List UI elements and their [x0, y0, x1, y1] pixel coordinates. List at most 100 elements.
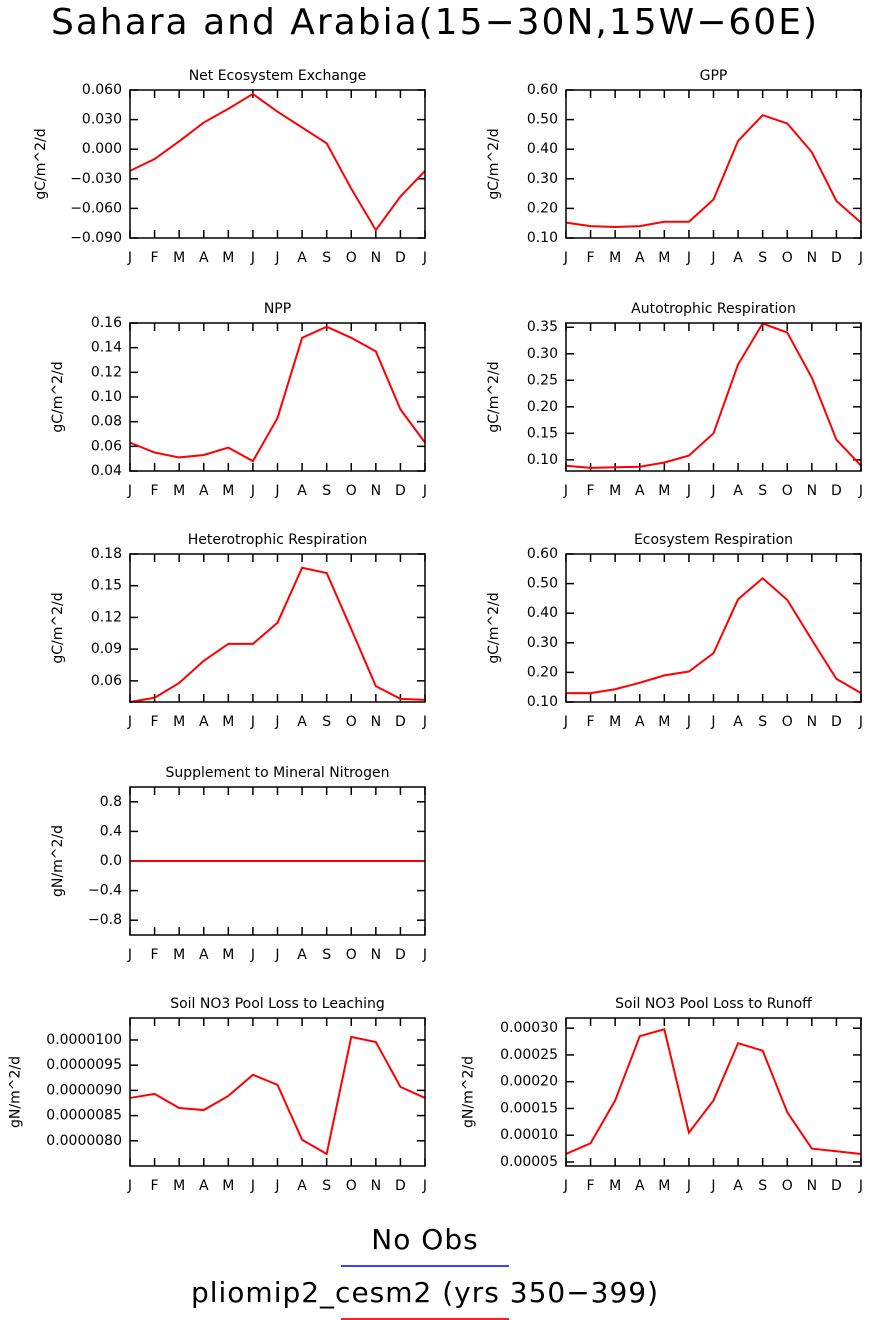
x-tick-label: A	[297, 947, 307, 963]
y-tick-label: −0.060	[70, 200, 122, 216]
panel-title: NPP	[264, 301, 291, 317]
legend-label: pliomip2_cesm2 (yrs 350−399)	[191, 1276, 659, 1309]
x-tick-label: D	[395, 250, 406, 266]
y-axis-label: gC/m^2/d	[486, 128, 502, 199]
x-tick-label: N	[807, 1178, 817, 1194]
y-tick-label: 0.40	[527, 141, 558, 157]
plot-frame	[565, 322, 862, 472]
x-tick-label: F	[151, 714, 159, 730]
panel: Supplement to Mineral Nitrogen −0.8 −0.4 0.…	[50, 765, 427, 963]
x-tick-label: A	[733, 483, 743, 499]
x-tick-label: F	[587, 714, 595, 730]
plot-frame	[129, 1017, 426, 1167]
y-tick-label: 0.0000095	[46, 1057, 122, 1073]
y-axis-label: gC/m^2/d	[50, 361, 66, 432]
x-tick-label: F	[151, 483, 159, 499]
x-tick-label: D	[395, 714, 406, 730]
x-tick-label: J	[686, 1178, 691, 1194]
x-tick-label: M	[173, 714, 185, 730]
x-tick-label: J	[710, 714, 715, 730]
panel-title: Ecosystem Respiration	[634, 532, 793, 548]
x-tick-label: J	[127, 1178, 132, 1194]
y-tick-label: 0.04	[91, 463, 122, 479]
y-tick-label: 0.30	[527, 346, 558, 362]
y-tick-label: 0.0	[100, 853, 122, 869]
y-tick-label: 0.10	[527, 694, 558, 710]
x-tick-label: J	[274, 250, 279, 266]
y-axis-label: gC/m^2/d	[33, 128, 49, 199]
x-tick-label: J	[858, 250, 863, 266]
x-tick-label: M	[222, 714, 234, 730]
x-tick-label: J	[250, 250, 255, 266]
data-line	[565, 1027, 862, 1155]
x-tick-label: S	[758, 250, 767, 266]
y-tick-label: 0.35	[527, 319, 558, 335]
x-tick-label: J	[710, 1178, 715, 1194]
x-tick-label: J	[563, 250, 568, 266]
x-tick-label: N	[807, 483, 817, 499]
x-tick-label: O	[346, 1178, 357, 1194]
x-tick-label: J	[127, 714, 132, 730]
panel: Autotrophic Respiration 0.10 0.15 0.20 0.25 0…	[486, 301, 863, 499]
x-tick-label: M	[173, 483, 185, 499]
y-tick-label: 0.00020	[500, 1074, 558, 1090]
y-tick-label: 0.10	[527, 230, 558, 246]
x-tick-label: J	[127, 947, 132, 963]
plot-frame	[129, 322, 426, 472]
plot-frame	[565, 553, 862, 703]
panel-title: Heterotrophic Respiration	[188, 532, 368, 548]
x-tick-label: N	[807, 714, 817, 730]
y-tick-label: 0.60	[527, 546, 558, 562]
y-tick-label: −0.4	[88, 883, 122, 899]
x-tick-label: J	[127, 250, 132, 266]
x-tick-label: M	[173, 947, 185, 963]
x-tick-label: J	[563, 483, 568, 499]
data-line	[129, 325, 426, 463]
y-tick-label: 0.030	[82, 112, 122, 128]
x-tick-label: M	[658, 250, 670, 266]
y-axis-label: gC/m^2/d	[486, 361, 502, 432]
x-tick-label: J	[127, 483, 132, 499]
y-tick-label: 0.09	[91, 641, 122, 657]
x-tick-label: J	[422, 1178, 427, 1194]
plot-frame	[565, 89, 862, 239]
x-tick-label: S	[758, 1178, 767, 1194]
y-tick-label: 0.25	[527, 372, 558, 388]
x-tick-label: M	[222, 1178, 234, 1194]
y-tick-label: 0.0000080	[46, 1133, 122, 1149]
x-tick-label: M	[609, 250, 621, 266]
x-tick-label: A	[635, 714, 645, 730]
y-tick-label: 0.0000090	[46, 1082, 122, 1098]
x-tick-label: S	[322, 250, 331, 266]
x-tick-label: O	[782, 483, 793, 499]
x-tick-label: M	[658, 483, 670, 499]
plot-frame	[129, 553, 426, 703]
y-axis-label: gC/m^2/d	[50, 592, 66, 663]
x-tick-label: N	[807, 250, 817, 266]
x-tick-label: A	[199, 483, 209, 499]
x-tick-label: J	[710, 250, 715, 266]
x-tick-label: J	[686, 250, 691, 266]
y-tick-label: 0.00010	[500, 1127, 558, 1143]
x-tick-label: S	[322, 1178, 331, 1194]
x-tick-label: S	[322, 483, 331, 499]
x-tick-label: F	[151, 250, 159, 266]
x-tick-label: J	[563, 1178, 568, 1194]
x-tick-label: S	[322, 714, 331, 730]
y-tick-label: −0.8	[88, 912, 122, 928]
x-tick-label: M	[222, 947, 234, 963]
y-tick-label: 0.50	[527, 576, 558, 592]
y-axis-label: gN/m^2/d	[50, 825, 66, 897]
x-tick-label: O	[346, 483, 357, 499]
x-tick-label: J	[710, 483, 715, 499]
x-tick-label: M	[658, 1178, 670, 1194]
x-tick-label: A	[199, 1178, 209, 1194]
x-tick-label: N	[371, 947, 381, 963]
y-tick-label: 0.12	[91, 609, 122, 625]
x-tick-label: A	[297, 714, 307, 730]
panel-title: GPP	[700, 68, 728, 84]
data-line	[565, 114, 862, 229]
y-tick-label: 0.4	[100, 823, 122, 839]
x-tick-label: N	[371, 714, 381, 730]
